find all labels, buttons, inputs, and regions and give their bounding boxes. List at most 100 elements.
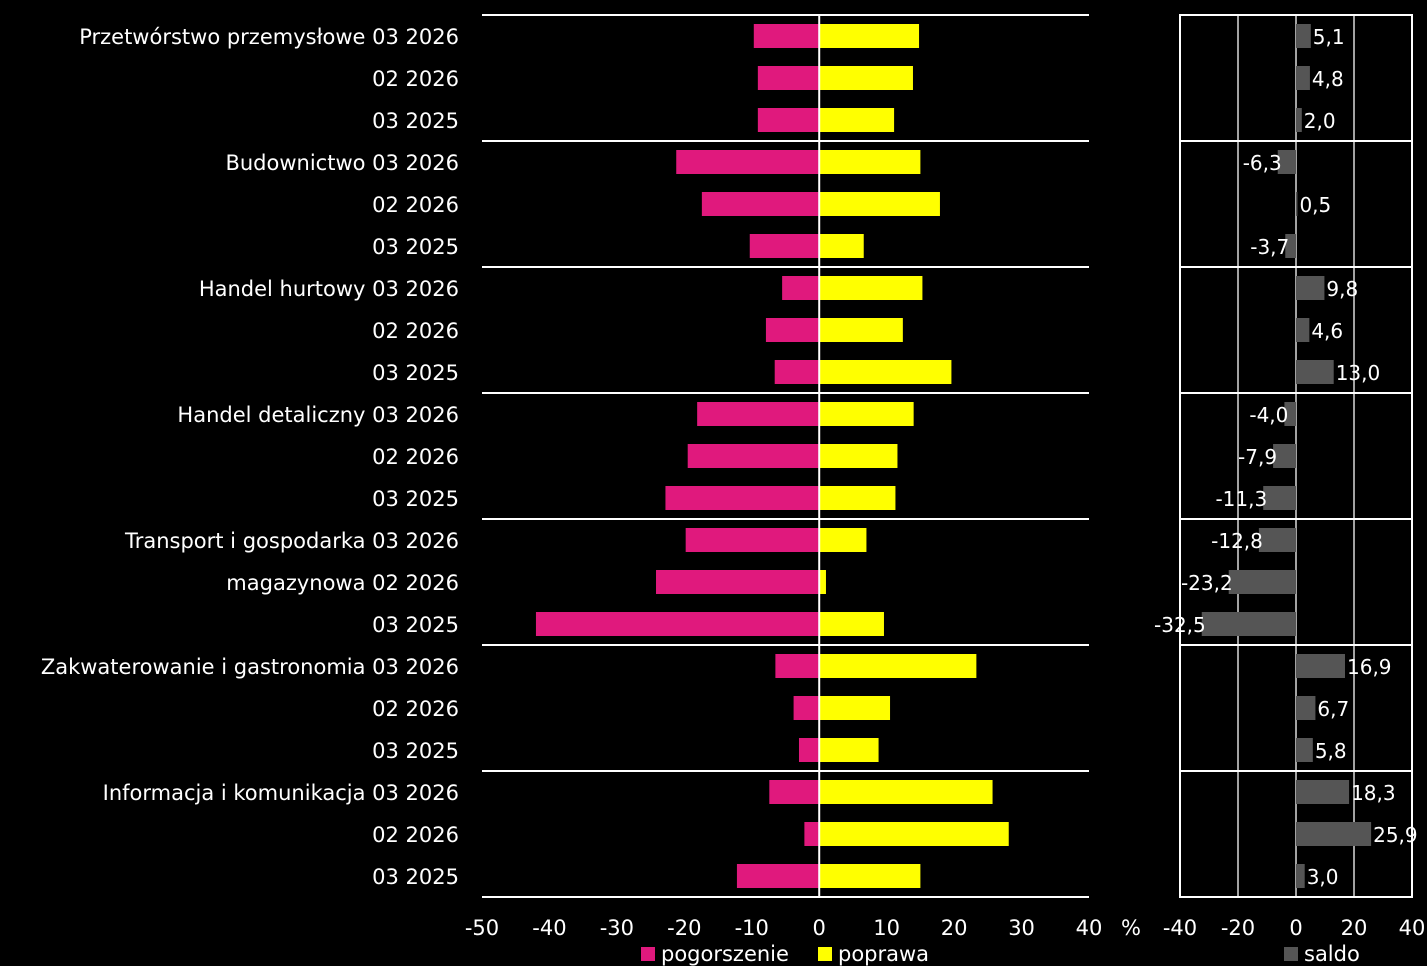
legend-label-saldo: saldo xyxy=(1304,942,1360,966)
bar-saldo xyxy=(1296,654,1346,678)
bar-saldo xyxy=(1296,696,1316,720)
category-label: Zakwaterowanie i gastronomia 03 2026 xyxy=(41,655,459,679)
saldo-data-label: 4,8 xyxy=(1312,67,1344,91)
x-tick-label: -40 xyxy=(532,916,566,940)
x-tick-label: 10 xyxy=(873,916,900,940)
bar-poprawa xyxy=(819,738,879,762)
bar-saldo xyxy=(1284,402,1296,426)
saldo-data-label: -6,3 xyxy=(1243,151,1282,175)
category-label: Handel hurtowy 03 2026 xyxy=(199,277,459,301)
bar-poprawa xyxy=(819,402,914,426)
bar-poprawa xyxy=(819,318,903,342)
bar-saldo xyxy=(1296,66,1310,90)
legend-swatch-poprawa xyxy=(818,947,832,961)
legend-label-poprawa: poprawa xyxy=(838,942,929,966)
bar-poprawa xyxy=(819,570,826,594)
bar-poprawa xyxy=(819,108,895,132)
bar-saldo xyxy=(1296,822,1372,846)
bar-pogorszenie xyxy=(769,780,820,804)
saldo-x-tick-label: 40 xyxy=(1399,916,1426,940)
category-label: Budownictwo 03 2026 xyxy=(225,151,459,175)
category-label: 03 2025 xyxy=(372,109,459,133)
bar-pogorszenie xyxy=(535,612,820,636)
bar-pogorszenie xyxy=(687,444,820,468)
saldo-data-label: -12,8 xyxy=(1211,529,1263,553)
bar-pogorszenie xyxy=(665,486,820,510)
bar-poprawa xyxy=(819,822,1009,846)
bar-pogorszenie xyxy=(685,528,820,552)
x-tick-label: 20 xyxy=(941,916,968,940)
bar-saldo xyxy=(1263,486,1296,510)
category-label: 02 2026 xyxy=(372,823,459,847)
bar-poprawa xyxy=(819,864,921,888)
saldo-x-tick-label: 20 xyxy=(1341,916,1368,940)
bar-pogorszenie xyxy=(804,822,820,846)
x-tick-label: 30 xyxy=(1008,916,1035,940)
bar-pogorszenie xyxy=(676,150,820,174)
legend-label-pogorszenie: pogorszenie xyxy=(661,942,789,966)
bar-poprawa xyxy=(819,276,923,300)
saldo-data-label: -4,0 xyxy=(1249,403,1288,427)
bar-saldo xyxy=(1285,234,1296,258)
saldo-data-label: 2,0 xyxy=(1304,109,1336,133)
bar-poprawa xyxy=(819,192,940,216)
category-label: 02 2026 xyxy=(372,193,459,217)
saldo-data-label: 5,8 xyxy=(1315,739,1347,763)
bar-saldo xyxy=(1258,528,1296,552)
category-label: 03 2025 xyxy=(372,235,459,259)
unit-label: % xyxy=(1121,916,1141,940)
saldo-data-label: 13,0 xyxy=(1336,361,1381,385)
bar-poprawa xyxy=(819,150,921,174)
bar-pogorszenie xyxy=(765,318,820,342)
bar-poprawa xyxy=(819,444,898,468)
saldo-data-label: -7,9 xyxy=(1238,445,1277,469)
bar-pogorszenie xyxy=(774,360,820,384)
bar-pogorszenie xyxy=(736,864,820,888)
category-label: 03 2025 xyxy=(372,487,459,511)
category-label: 03 2025 xyxy=(372,613,459,637)
bar-saldo xyxy=(1296,780,1350,804)
category-label: 03 2025 xyxy=(372,865,459,889)
bar-pogorszenie xyxy=(749,234,820,258)
saldo-data-label: 16,9 xyxy=(1347,655,1392,679)
bar-pogorszenie xyxy=(782,276,820,300)
bar-poprawa xyxy=(819,654,977,678)
bar-poprawa xyxy=(819,780,993,804)
saldo-data-label: 5,1 xyxy=(1313,25,1345,49)
saldo-data-label: 4,6 xyxy=(1311,319,1343,343)
x-tick-label: -10 xyxy=(735,916,769,940)
saldo-data-label: 3,0 xyxy=(1307,865,1339,889)
saldo-data-label: -11,3 xyxy=(1215,487,1267,511)
saldo-data-label: -32,5 xyxy=(1154,613,1206,637)
bar-saldo xyxy=(1296,360,1334,384)
bar-pogorszenie xyxy=(757,66,820,90)
bar-pogorszenie xyxy=(793,696,820,720)
bar-poprawa xyxy=(819,486,896,510)
category-label: Informacja i komunikacja 03 2026 xyxy=(103,781,459,805)
bar-pogorszenie xyxy=(656,570,820,594)
bar-saldo xyxy=(1296,276,1325,300)
bar-saldo xyxy=(1296,24,1311,48)
bar-poprawa xyxy=(819,360,952,384)
bar-pogorszenie xyxy=(753,24,820,48)
bar-saldo xyxy=(1296,318,1310,342)
bar-saldo xyxy=(1273,444,1296,468)
bar-saldo xyxy=(1228,570,1296,594)
category-label: 03 2025 xyxy=(372,361,459,385)
saldo-data-label: 6,7 xyxy=(1317,697,1349,721)
saldo-data-label: 0,5 xyxy=(1299,193,1331,217)
saldo-x-tick-label: -20 xyxy=(1221,916,1255,940)
bar-pogorszenie xyxy=(697,402,820,426)
category-label: Przetwórstwo przemysłowe 03 2026 xyxy=(79,25,459,49)
x-tick-label: 40 xyxy=(1076,916,1103,940)
bar-pogorszenie xyxy=(798,738,820,762)
bar-poprawa xyxy=(819,24,920,48)
bar-saldo xyxy=(1296,192,1298,216)
x-tick-label: -20 xyxy=(667,916,701,940)
bar-pogorszenie xyxy=(701,192,820,216)
x-tick-label: -30 xyxy=(600,916,634,940)
saldo-data-label: 18,3 xyxy=(1351,781,1396,805)
saldo-data-label: 25,9 xyxy=(1373,823,1418,847)
saldo-x-tick-label: 0 xyxy=(1289,916,1302,940)
